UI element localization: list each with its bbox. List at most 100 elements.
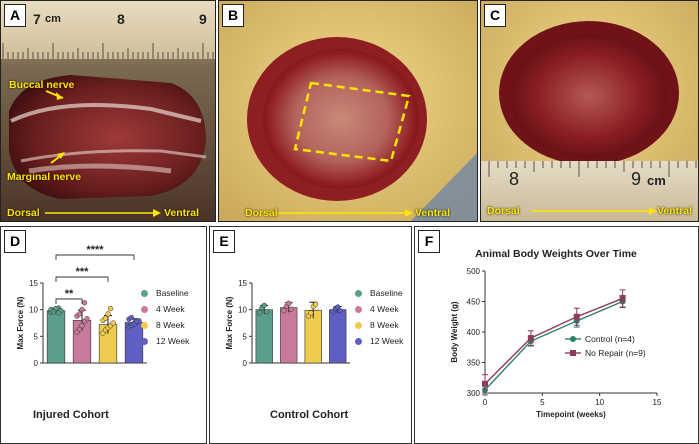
data-point bbox=[286, 301, 291, 306]
ruler-number-a-3: 9 bbox=[199, 11, 207, 27]
label-ventral-b: Ventral bbox=[415, 207, 450, 219]
y-axis-label: Max Force (N) bbox=[225, 296, 234, 349]
x-tick-label: 15 bbox=[653, 398, 662, 407]
data-point bbox=[482, 381, 488, 387]
chart-d-title: Injured Cohort bbox=[33, 409, 109, 421]
legend-label: Baseline bbox=[370, 288, 403, 298]
data-point bbox=[103, 316, 108, 321]
legend-item: 12 Week bbox=[355, 336, 403, 346]
chart-f-title: Animal Body Weights Over Time bbox=[475, 248, 637, 260]
legend-marker bbox=[355, 338, 362, 345]
bar-12-week bbox=[329, 310, 346, 363]
panel-c-photo: C 8 9 cm Dorsal Ventral bbox=[480, 0, 699, 222]
legend-item: Baseline bbox=[355, 288, 403, 298]
legend-label: Baseline bbox=[156, 288, 189, 298]
data-point bbox=[528, 335, 534, 341]
chart-e-svg: 0 5 10 15 Max Force (N) bbox=[210, 235, 355, 395]
legend-marker bbox=[355, 322, 362, 329]
data-point bbox=[108, 306, 113, 311]
legend-marker bbox=[141, 290, 148, 297]
ruler-number-a-2: 8 bbox=[117, 11, 125, 27]
data-point bbox=[338, 308, 343, 313]
data-point bbox=[85, 316, 90, 321]
data-point bbox=[282, 308, 287, 313]
legend-label: 12 Week bbox=[370, 336, 403, 346]
significance-label: ** bbox=[65, 288, 74, 300]
series-line-0 bbox=[485, 302, 623, 390]
y-axis-label: Max Force (N) bbox=[16, 296, 25, 349]
legend-marker bbox=[570, 350, 576, 356]
ruler-unit-c: cm bbox=[647, 173, 666, 188]
legend-label: Control (n=4) bbox=[585, 334, 635, 344]
panel-label-d: D bbox=[4, 230, 26, 253]
data-point bbox=[620, 295, 626, 301]
panel-b-image bbox=[219, 1, 478, 222]
data-point bbox=[129, 315, 134, 320]
data-point bbox=[56, 310, 61, 315]
legend-item: 8 Week bbox=[141, 320, 185, 330]
chart-e-title: Control Cohort bbox=[270, 409, 348, 421]
legend-label: 8 Week bbox=[370, 320, 399, 330]
label-dorsal-b: Dorsal bbox=[245, 207, 278, 219]
legend-label: 8 Week bbox=[156, 320, 185, 330]
data-point bbox=[80, 323, 85, 328]
panel-label-b: B bbox=[222, 4, 244, 27]
y-tick-label: 300 bbox=[467, 389, 481, 398]
label-ventral-a: Ventral bbox=[164, 207, 199, 219]
y-tick-label: 500 bbox=[467, 267, 481, 276]
legend-marker bbox=[141, 306, 148, 313]
panel-e-chart: E 0 5 10 15 Max Force (N) Control Cohort Bas… bbox=[209, 226, 412, 444]
y-tick-label: 350 bbox=[467, 359, 481, 368]
data-point bbox=[257, 310, 262, 315]
x-tick-label: 0 bbox=[483, 398, 488, 407]
data-point bbox=[264, 309, 269, 314]
chart-f-svg: Animal Body Weights Over Time 300 350 400 45… bbox=[415, 227, 698, 443]
panel-label-c: C bbox=[484, 4, 506, 27]
y-tick-label: 10 bbox=[29, 306, 38, 315]
data-point bbox=[106, 312, 111, 317]
label-buccal-nerve: Buccal nerve bbox=[9, 79, 74, 91]
significance-label: *** bbox=[76, 266, 90, 278]
legend-marker bbox=[141, 338, 148, 345]
data-point bbox=[77, 312, 82, 317]
significance-label: **** bbox=[86, 244, 104, 256]
legend-item: Baseline bbox=[141, 288, 189, 298]
y-tick-label: 400 bbox=[467, 328, 481, 337]
panel-b-photo: B Dorsal Ventral bbox=[218, 0, 478, 222]
panel-a-image bbox=[1, 1, 216, 222]
bar-baseline bbox=[47, 311, 65, 363]
data-point bbox=[262, 303, 267, 308]
data-point bbox=[134, 319, 139, 324]
x-tick-label: 10 bbox=[595, 398, 604, 407]
legend-item: 8 Week bbox=[355, 320, 399, 330]
label-marginal-nerve: Marginal nerve bbox=[7, 171, 81, 183]
data-point bbox=[111, 321, 116, 326]
y-tick-label: 10 bbox=[238, 306, 247, 315]
y-tick-label: 5 bbox=[34, 332, 39, 341]
legend-marker bbox=[355, 306, 362, 313]
panel-a-photo: A 7 cm 8 9 Buccal nerve Marginal nerve D… bbox=[0, 0, 216, 222]
legend-marker bbox=[141, 322, 148, 329]
y-tick-label: 15 bbox=[29, 279, 38, 288]
y-tick-label: 15 bbox=[238, 279, 247, 288]
x-tick-label: 5 bbox=[540, 398, 545, 407]
y-tick-label: 0 bbox=[34, 359, 39, 368]
y-tick-label: 450 bbox=[467, 298, 481, 307]
data-point bbox=[54, 306, 59, 311]
legend-marker bbox=[355, 290, 362, 297]
legend-marker bbox=[570, 336, 576, 342]
legend-label: 4 Week bbox=[156, 304, 185, 314]
ruler-unit-a: cm bbox=[45, 13, 61, 25]
data-point bbox=[574, 314, 580, 320]
data-point bbox=[289, 307, 294, 312]
ruler-number-a-1: 7 bbox=[33, 11, 41, 27]
legend-label: 12 Week bbox=[156, 336, 189, 346]
legend-label: 4 Week bbox=[370, 304, 399, 314]
data-point bbox=[82, 300, 87, 305]
legend-item: 12 Week bbox=[141, 336, 189, 346]
y-axis-label: Body Weight (g) bbox=[450, 301, 459, 363]
panel-label-a: A bbox=[4, 4, 26, 27]
legend-label: No Repair (n=9) bbox=[585, 348, 646, 358]
ruler-number-c-1: 8 bbox=[509, 169, 519, 190]
